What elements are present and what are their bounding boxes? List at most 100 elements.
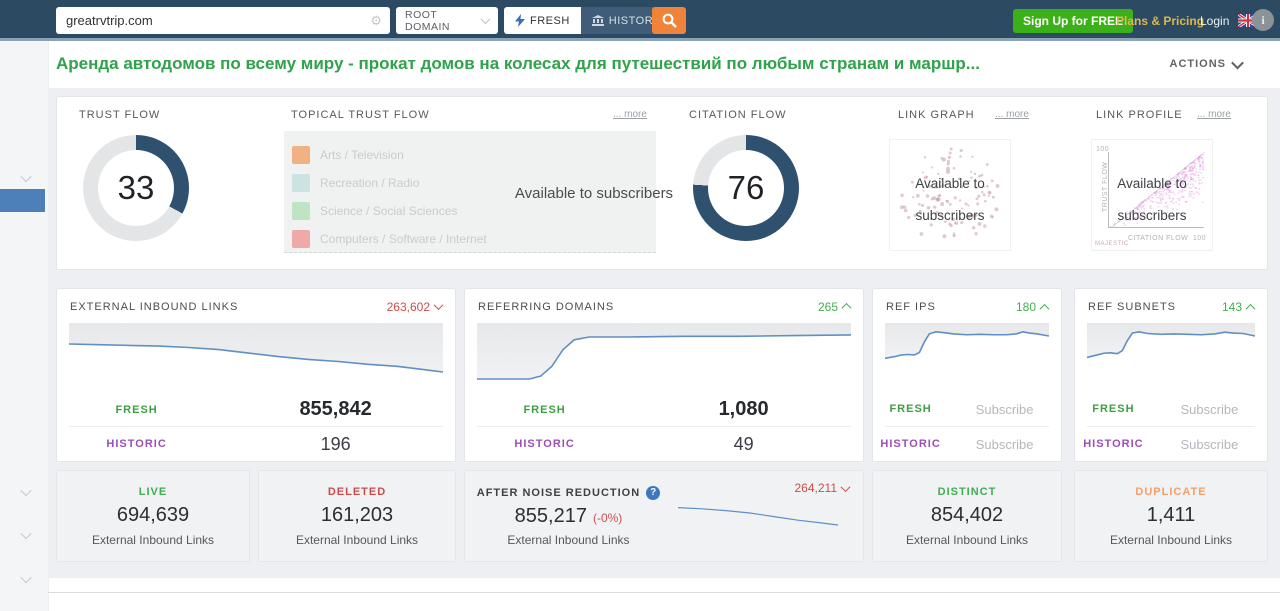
legend-swatch [292,202,310,220]
fresh-toggle-button[interactable]: FRESH [504,7,581,34]
fresh-row: FRESH 855,842 [57,393,455,427]
login-link[interactable]: Login [1200,14,1230,28]
link-profile-axes [1108,152,1205,228]
trend-chart [477,322,851,393]
actions-label: ACTIONS [1169,58,1226,70]
subscribers-overlay: Available to subscribers [1117,176,1187,224]
citation-flow-label: CITATION FLOW [689,109,787,121]
historic-toggle-label: HISTORIC [608,14,666,27]
legend-swatch [292,146,310,164]
chevron-up-icon [1245,303,1256,314]
panel-badge[interactable]: 143 [1222,300,1256,314]
info-icon[interactable]: i [1252,9,1274,31]
gear-icon[interactable]: ⚙ [370,13,382,28]
link-graph-more-link[interactable]: ... more [995,109,1029,120]
citation-flow-value: 76 [727,169,765,206]
distinct-card: DISTINCT 854,402 External Inbound Links [872,470,1062,562]
link-graph-label: LINK GRAPH [898,109,975,121]
help-icon[interactable]: ? [646,485,661,500]
plans-pricing-link[interactable]: Plans & Pricing [1116,14,1205,28]
historic-row: HISTORIC 196 [57,427,455,461]
topical-trust-flow-label: TOPICAL TRUST FLOW [291,109,430,121]
bottom-divider [48,592,1280,593]
topical-trust-flow-panel: Arts / Television Recreation / Radio Sci… [284,131,673,253]
signup-button[interactable]: Sign Up for FREE [1013,9,1133,33]
subscribe-link[interactable]: Subscribe [1180,436,1239,452]
search-button[interactable] [652,7,686,34]
scope-select[interactable]: ROOT DOMAIN [396,7,498,34]
flow-metrics-card: TRUST FLOW 33 TOPICAL TRUST FLOW ... mor… [56,96,1268,270]
card-delta: (-0%) [592,510,623,525]
panel-badge[interactable]: 264,211 [795,481,851,495]
rail-chevron-icon[interactable] [20,571,32,584]
trend-chart [69,322,443,393]
chevron-up-icon [1039,303,1050,314]
trend-chart [885,323,1049,365]
search-box[interactable]: ⚙ [56,7,390,34]
legend-item: Computers / Software / Internet [292,225,656,253]
historic-label: HISTORIC [106,438,167,451]
topical-more-link[interactable]: ... more [613,109,647,120]
language-switcher[interactable]: i [1238,9,1274,31]
fresh-label: FRESH [523,403,566,416]
rail-chevron-icon[interactable] [20,484,32,497]
panel-title: REF IPS [886,301,936,313]
actions-menu-button[interactable]: ACTIONS [1169,56,1244,70]
rail-chevron-icon[interactable] [20,170,32,183]
fresh-label: FRESH [115,403,158,416]
panel-title: REFERRING DOMAINS [478,300,615,313]
link-profile-scatter [1109,152,1205,228]
panel-title: EXTERNAL INBOUND LINKS [70,300,239,313]
card-value: 694,639 [116,503,190,526]
chevron-down-icon [433,300,444,311]
legend-label: Arts / Television [320,148,404,162]
card-label: LIVE [138,485,168,498]
chevron-down-icon [1231,56,1244,69]
live-card: LIVE 694,639 External Inbound Links [56,470,250,562]
subscribers-overlay: Available to subscribers [514,185,674,202]
link-profile-more-link[interactable]: ... more [1197,109,1231,120]
link-profile-label: LINK PROFILE [1096,109,1183,121]
legend-swatch [292,174,310,192]
x-max-label: 100 [1192,235,1206,242]
rail-selected-item[interactable] [0,189,45,212]
subscribe-link[interactable]: Subscribe [975,401,1034,417]
legend-item: Science / Social Sciences [292,197,656,225]
card-value: 854,402 [930,503,1004,526]
ref-ips-panel: REF IPS 180 FRESH Subscribe HISTORIC Sub… [872,288,1062,462]
panel-badge[interactable]: 265 [818,300,852,314]
card-subtext: External Inbound Links [905,532,1029,547]
subscribe-link[interactable]: Subscribe [1180,401,1239,417]
page-title: Аренда автодомов по всему миру - прокат … [56,54,980,73]
card-label: DISTINCT [937,485,997,498]
fresh-label: FRESH [889,403,932,415]
citation-flow-donut: 76 [693,135,799,241]
y-max-label: 100 [1096,146,1110,153]
external-inbound-links-panel: EXTERNAL INBOUND LINKS 263,602 FRESH 855… [56,288,456,462]
legend-item: Recreation / Radio [292,169,656,197]
after-noise-reduction-card: AFTER NOISE REDUCTION ? 855,217 (-0%) Ex… [464,470,864,562]
historic-row: HISTORIC Subscribe [873,427,1061,461]
rail-chevron-icon[interactable] [20,527,32,540]
referring-domains-panel: REFERRING DOMAINS 265 FRESH 1,080 HISTOR… [464,288,864,462]
chevron-up-icon [841,303,852,314]
chevron-down-icon [840,481,851,492]
legend-item: Arts / Television [292,141,656,169]
panel-badge[interactable]: 180 [1016,300,1050,314]
duplicate-card: DUPLICATE 1,411 External Inbound Links [1074,470,1268,562]
link-graph-scatter [900,147,1000,239]
card-subtext: External Inbound Links [295,532,419,547]
fresh-row: FRESH Subscribe [873,392,1061,426]
legend-label: Computers / Software / Internet [320,232,487,246]
legend-label: Recreation / Radio [320,176,420,190]
deleted-card: DELETED 161,203 External Inbound Links [258,470,456,562]
ref-subnets-panel: REF SUBNETS 143 FRESH Subscribe HISTORIC… [1074,288,1268,462]
subscribe-link[interactable]: Subscribe [975,436,1034,452]
noise-trend-chart [678,501,838,531]
panel-badge[interactable]: 263,602 [387,300,444,314]
search-input[interactable] [64,12,371,29]
index-toggle: FRESH HISTORIC [504,7,677,34]
trust-flow-label: TRUST FLOW [79,109,161,121]
fresh-value: 1,080 [718,398,769,421]
card-value: 161,203 [320,503,394,526]
